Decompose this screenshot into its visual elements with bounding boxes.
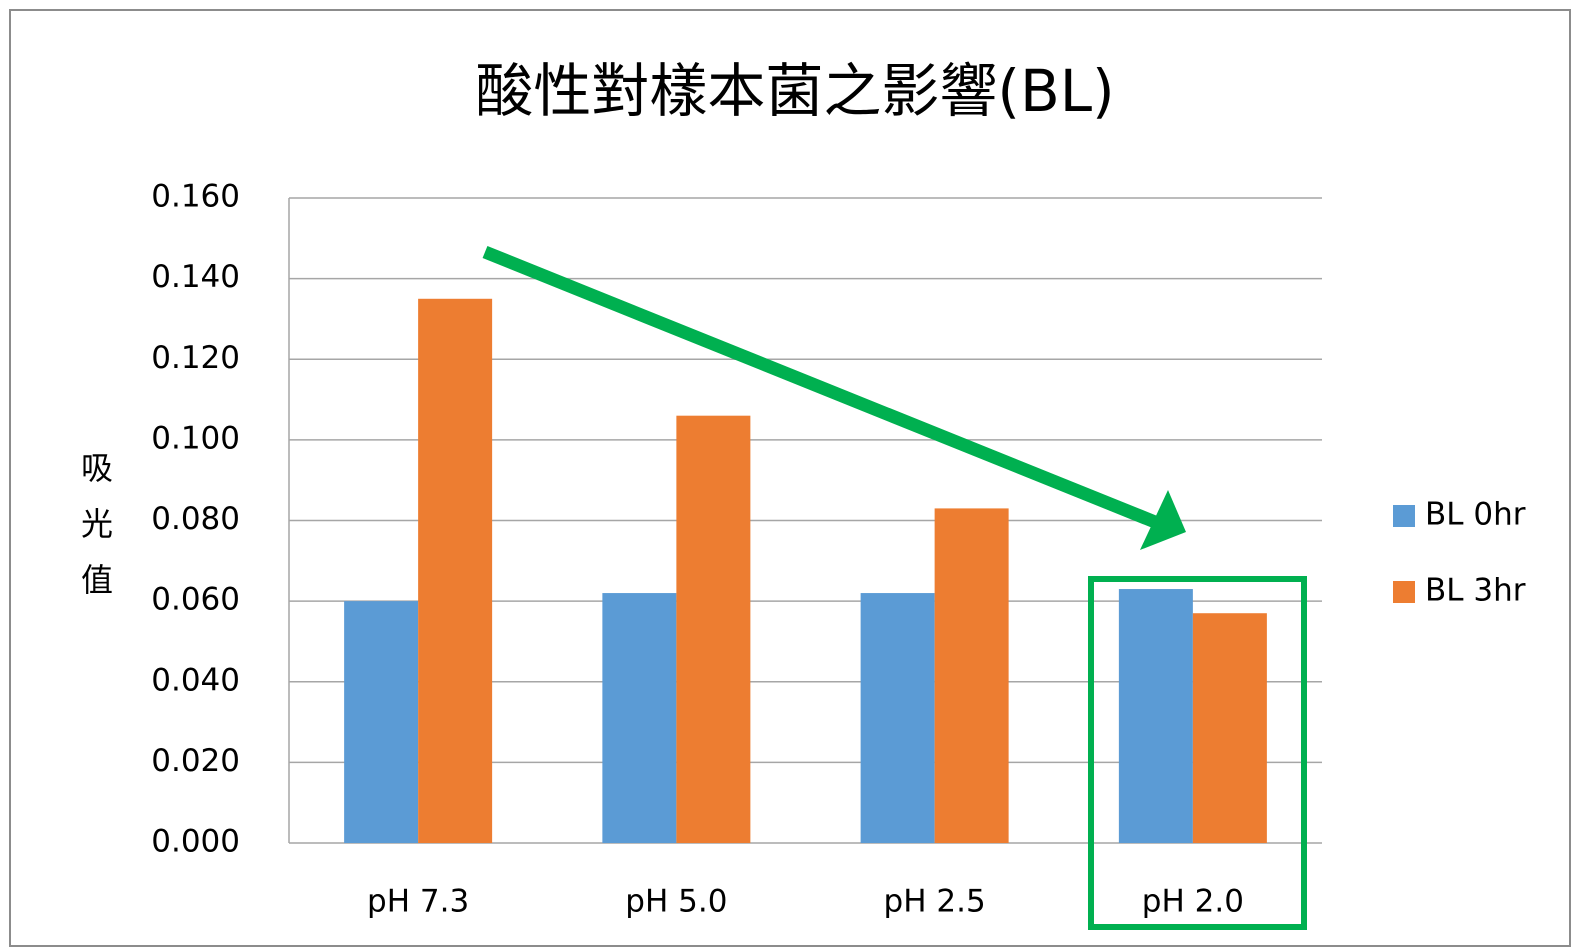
bar xyxy=(1118,589,1193,843)
bar xyxy=(602,593,677,843)
y-tick-label: 0.000 xyxy=(151,824,240,860)
y-tick-label: 0.020 xyxy=(151,743,240,779)
legend-swatch xyxy=(1393,581,1415,603)
chart-title: 酸性對樣本菌之影響(BL) xyxy=(475,57,1114,125)
frame xyxy=(9,9,1571,947)
bar xyxy=(860,593,935,843)
y-tick-label: 0.160 xyxy=(151,179,240,215)
legend-label: BL 0hr xyxy=(1425,497,1526,533)
x-tick-label: pH 7.3 xyxy=(367,884,469,920)
bar xyxy=(418,298,493,843)
y-axis-label: 吸光值 xyxy=(81,449,113,599)
highlight-box xyxy=(1088,576,1307,930)
x-tick-label: pH 2.0 xyxy=(1142,884,1244,920)
legend-swatch xyxy=(1393,505,1415,527)
bar xyxy=(344,601,419,843)
bar xyxy=(1192,613,1267,843)
x-tick-label: pH 2.5 xyxy=(884,884,986,920)
x-tick-label: pH 5.0 xyxy=(625,884,727,920)
bar xyxy=(934,508,1009,843)
y-tick-label: 0.100 xyxy=(151,420,240,456)
y-tick-label: 0.060 xyxy=(151,582,240,618)
y-tick-label: 0.140 xyxy=(151,259,240,295)
trend-arrow-head xyxy=(1140,490,1186,550)
y-tick-label: 0.120 xyxy=(151,340,240,376)
y-tick-label: 0.040 xyxy=(151,662,240,698)
bar xyxy=(676,415,751,843)
y-tick-label: 0.080 xyxy=(151,501,240,537)
legend-label: BL 3hr xyxy=(1425,573,1526,609)
trend-arrow-shaft xyxy=(482,245,1158,529)
